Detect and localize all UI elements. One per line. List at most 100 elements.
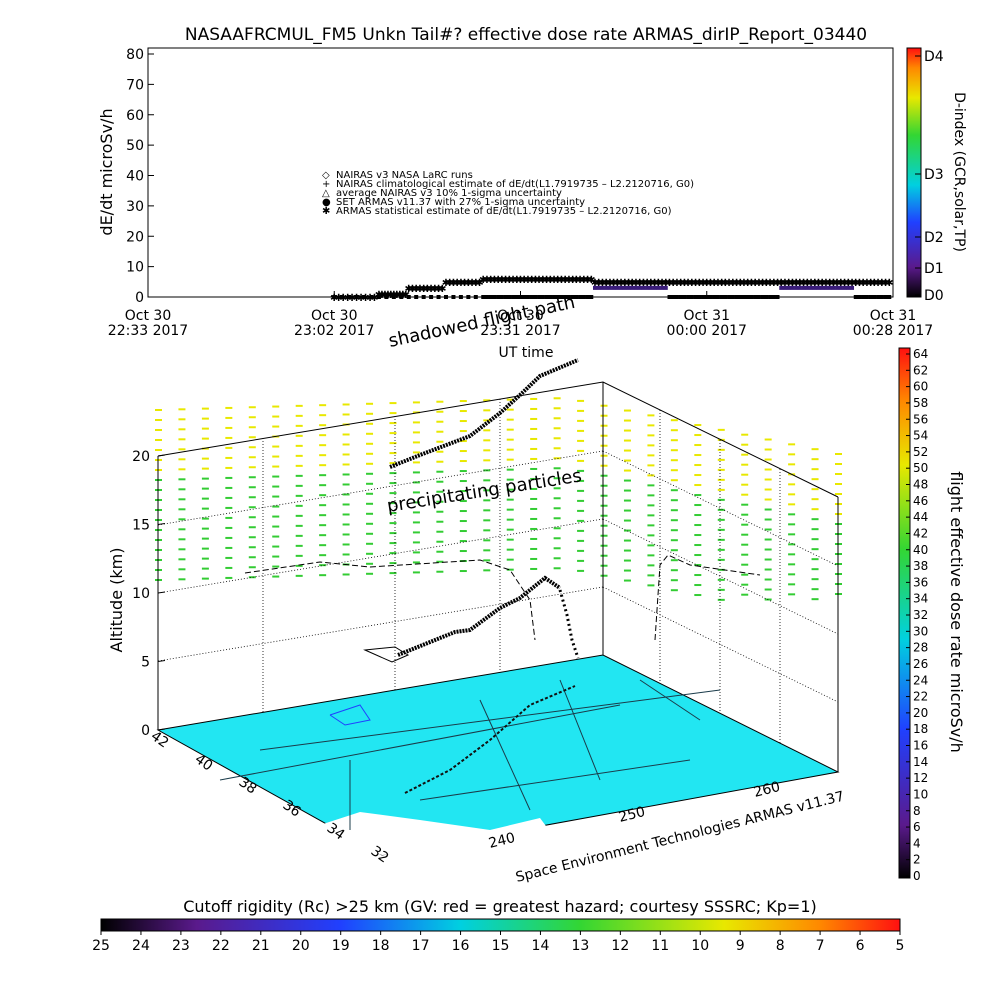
top-y-tick-label: 70 — [126, 77, 144, 93]
armas-point — [496, 295, 501, 299]
cutoff-tick-label: 17 — [412, 938, 430, 954]
legend-symbol: ● — [322, 197, 331, 208]
longitude-tick-label: 250 — [617, 804, 647, 826]
top-y-tick-label: 50 — [126, 138, 144, 154]
armas-point — [656, 285, 661, 290]
top-y-tick-label: 20 — [126, 229, 144, 245]
top-series-point: ✱ — [509, 275, 517, 286]
armas-point — [548, 295, 553, 299]
top-series-point: ✱ — [513, 275, 521, 286]
armas-point — [436, 295, 441, 299]
top-series-point: ✱ — [636, 278, 644, 289]
top-series-point: ✱ — [348, 293, 356, 304]
cutoff-tick-label: 23 — [172, 938, 190, 954]
top-series-point: ✱ — [825, 278, 833, 289]
armas-point — [633, 285, 638, 290]
armas-point — [503, 295, 508, 299]
top-series-point: ✱ — [405, 284, 413, 295]
top-series-point: ✱ — [628, 278, 636, 289]
armas-point — [850, 285, 855, 290]
altitude-tick-label: 20 — [132, 449, 150, 465]
armas-point — [809, 285, 814, 290]
top-series-point: ✱ — [881, 278, 889, 289]
armas-point — [522, 295, 527, 299]
top-series-point: ✱ — [729, 278, 737, 289]
top-series-point: ✱ — [402, 290, 410, 301]
armas-point — [671, 295, 676, 299]
top-series-point: ✱ — [676, 278, 684, 289]
dose-rate-tick-label: 36 — [913, 575, 928, 589]
armas-point — [473, 295, 478, 299]
top-series-point: ✱ — [524, 275, 532, 286]
armas-point — [738, 295, 743, 299]
top-series-point: ✱ — [624, 278, 632, 289]
top-series-point: ✱ — [498, 275, 506, 286]
altitude-tick — [157, 591, 166, 594]
d-index-tick-label: D1 — [924, 261, 944, 277]
armas-point — [518, 295, 523, 299]
cutoff-rigidity-bar — [100, 918, 901, 932]
top-series-point: ✱ — [561, 275, 569, 286]
cutoff-tick-label: 9 — [736, 938, 745, 954]
top-series-point: ✱ — [878, 278, 886, 289]
armas-point — [708, 295, 713, 299]
top-series-point: ✱ — [438, 284, 446, 295]
top-series-point: ✱ — [710, 278, 718, 289]
altitude-axis: 0 5 10 15 20 — [132, 449, 166, 739]
altitude-tick-label: 5 — [141, 655, 150, 671]
dose-rate-tick-label: 52 — [913, 445, 928, 459]
armas-point — [429, 295, 434, 299]
top-y-tick-label: 40 — [126, 169, 144, 185]
cutoff-tick-label: 22 — [212, 938, 230, 954]
armas-point — [797, 285, 802, 290]
armas-point — [391, 295, 396, 299]
dose-rate-tick-label: 24 — [913, 673, 928, 687]
armas-point — [842, 285, 847, 290]
armas-point — [566, 295, 571, 299]
armas-point — [730, 295, 735, 299]
top-plot-frame — [147, 47, 894, 298]
top-series-point: ✱ — [695, 278, 703, 289]
cutoff-tick-label: 13 — [571, 938, 589, 954]
top-series-point: ✱ — [777, 278, 785, 289]
top-series-point: ✱ — [412, 284, 420, 295]
armas-point — [857, 295, 862, 299]
dose-rate-tick-label: 28 — [913, 641, 928, 655]
d-index-tick-label: D3 — [924, 167, 944, 183]
top-series-point: ✱ — [725, 278, 733, 289]
top-series-point: ✱ — [431, 284, 439, 295]
top-series-point: ✱ — [747, 278, 755, 289]
armas-point — [693, 295, 698, 299]
top-series-point: ✱ — [457, 278, 465, 289]
d-index-colorbar — [906, 47, 922, 298]
top-series-point: ✱ — [822, 278, 830, 289]
armas-point — [812, 285, 817, 290]
top-series-point: ✱ — [647, 278, 655, 289]
armas-point — [838, 285, 843, 290]
chart-title: NASAAFRCMUL_FM5 Unkn Tail#? effective do… — [185, 25, 867, 45]
armas-point — [414, 295, 419, 299]
cutoff-tick-label: 10 — [691, 938, 709, 954]
top-series-point: ✱ — [598, 278, 606, 289]
armas-point — [619, 285, 624, 290]
top-series-point: ✱ — [740, 278, 748, 289]
flight-path-shadow — [404, 685, 576, 794]
top-series-point: ✱ — [583, 275, 591, 286]
top-series-point: ✱ — [855, 278, 863, 289]
top-series-point: ✱ — [848, 278, 856, 289]
armas-point — [712, 295, 717, 299]
armas-point — [645, 285, 650, 290]
top-series-point: ✱ — [699, 278, 707, 289]
top-series-point: ✱ — [781, 278, 789, 289]
top-series-point: ✱ — [442, 278, 450, 289]
top-y-tick-label: 80 — [126, 47, 144, 63]
top-x-tick-time: 23:31 2017 — [480, 323, 560, 339]
armas-point — [868, 295, 873, 299]
armas-point — [756, 295, 761, 299]
top-x-axis-label: UT time — [499, 345, 554, 361]
armas-point — [537, 295, 542, 299]
top-series-point: ✱ — [859, 278, 867, 289]
armas-point — [771, 295, 776, 299]
cutoff-tick-label: 7 — [816, 938, 825, 954]
cutoff-tick-label: 20 — [292, 938, 310, 954]
